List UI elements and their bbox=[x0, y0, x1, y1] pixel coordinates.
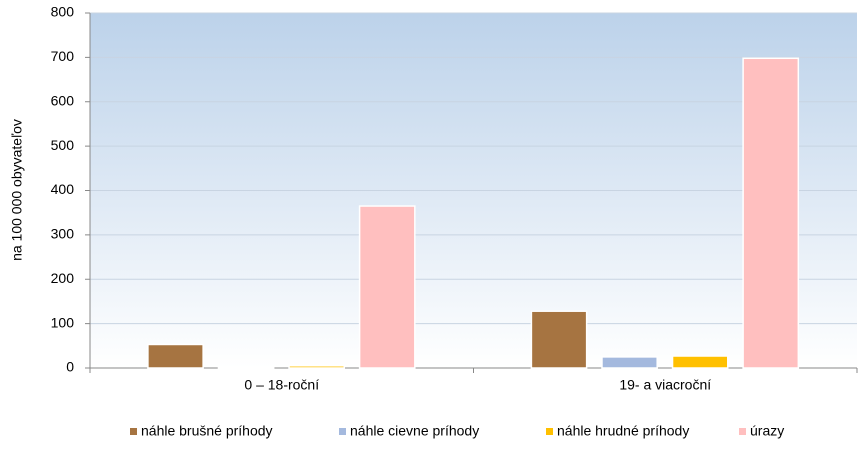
legend-label: náhle hrudné príhody bbox=[557, 423, 689, 439]
y-axis-label: na 100 000 obyvateľov bbox=[9, 119, 25, 261]
bar bbox=[673, 356, 728, 368]
bar bbox=[360, 206, 415, 368]
y-tick-label: 500 bbox=[51, 137, 75, 153]
legend-label: úrazy bbox=[750, 423, 784, 439]
legend-swatch bbox=[739, 428, 746, 435]
bar bbox=[148, 344, 203, 368]
legend-label: náhle cievne príhody bbox=[350, 423, 479, 439]
y-tick-label: 0 bbox=[66, 359, 74, 375]
y-tick-label: 700 bbox=[51, 48, 75, 64]
y-tick-label: 800 bbox=[51, 4, 75, 20]
x-tick-label: 19- a viacroční bbox=[619, 377, 711, 393]
y-tick-label: 100 bbox=[51, 314, 75, 330]
y-tick-label: 400 bbox=[51, 181, 75, 197]
y-tick-label: 200 bbox=[51, 270, 75, 286]
legend-swatch bbox=[130, 428, 137, 435]
y-tick-label: 300 bbox=[51, 226, 75, 242]
legend-label: náhle brušné príhody bbox=[141, 423, 273, 439]
legend-swatch bbox=[546, 428, 553, 435]
bar bbox=[289, 366, 344, 368]
legend-swatch bbox=[339, 428, 346, 435]
y-tick-label: 600 bbox=[51, 92, 75, 108]
bar bbox=[743, 58, 798, 368]
bar bbox=[602, 357, 657, 368]
x-tick-label: 0 – 18-roční bbox=[244, 377, 319, 393]
bar bbox=[531, 311, 586, 368]
